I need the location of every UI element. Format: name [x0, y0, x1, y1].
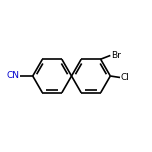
- Text: Br: Br: [111, 51, 121, 60]
- Text: CN: CN: [6, 71, 19, 81]
- Text: Cl: Cl: [121, 73, 129, 82]
